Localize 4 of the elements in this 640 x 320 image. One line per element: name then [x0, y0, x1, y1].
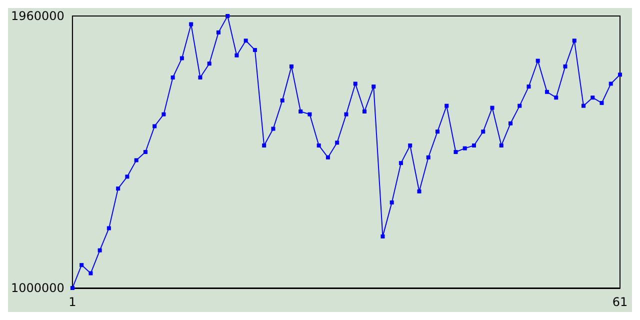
y-tick-label: 1000000 [10, 281, 64, 295]
x-tick-label: 61 [612, 295, 628, 309]
x-tick-label: 1 [68, 295, 76, 309]
y-tick-label: 1960000 [10, 9, 64, 23]
